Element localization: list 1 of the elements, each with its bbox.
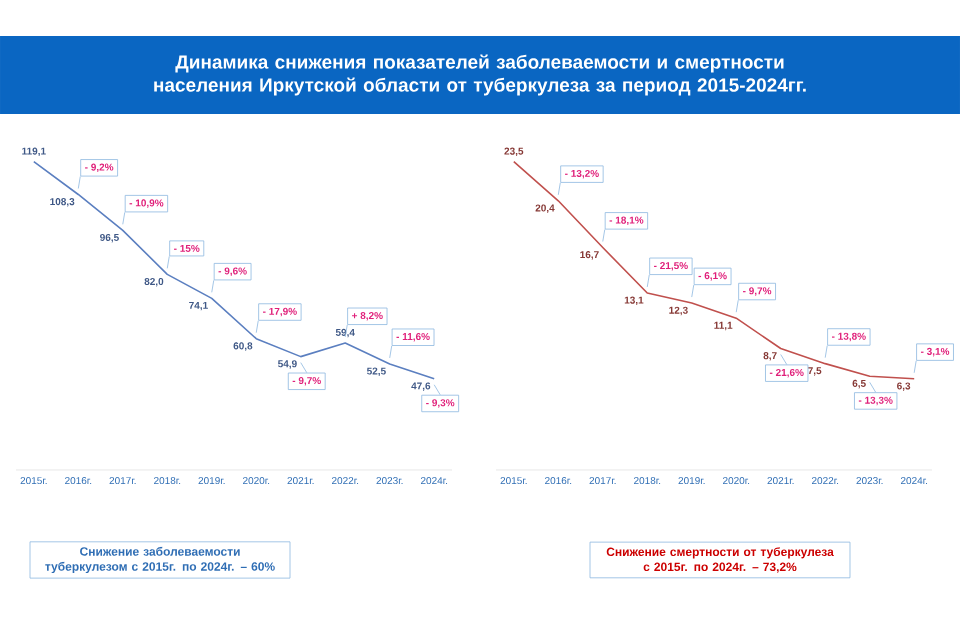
chart-title: Динамика снижения показателей заболеваемости и смертности населения Иркутской области от туберкулеза за период 2015-2024гг. bbox=[154, 54, 806, 96]
